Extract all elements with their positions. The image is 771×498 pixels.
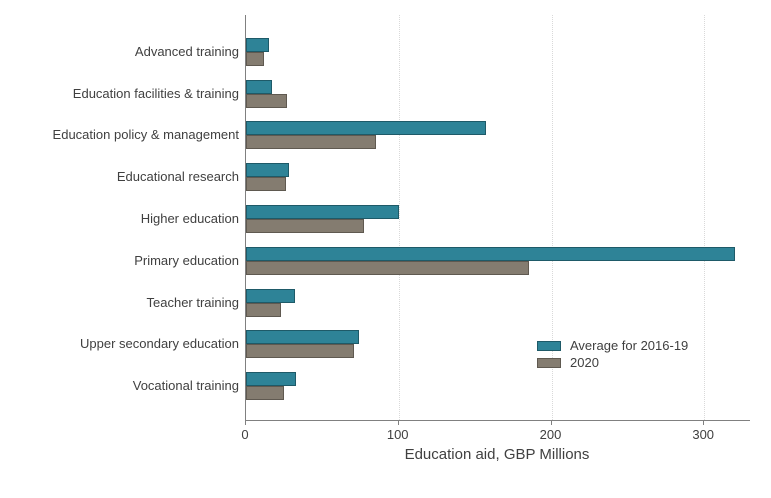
x-tick-label-200: 200 [539, 427, 562, 442]
bar-upper-secondary-education-average-for-2016-19 [246, 330, 359, 345]
gridline-x-200 [551, 15, 553, 420]
x-tick-label-300: 300 [692, 427, 715, 442]
category-label-vocational-training: Vocational training [132, 378, 239, 394]
plot-area: Average for 2016-19 2020 [245, 15, 750, 421]
x-axis-title: Education aid, GBP Millions [404, 446, 590, 463]
x-tick-label-0: 0 [241, 427, 249, 442]
bar-education-policy-management-average-for-2016-19 [246, 121, 486, 136]
category-label-teacher-training: Teacher training [146, 294, 240, 310]
bar-advanced-training-2020 [246, 51, 265, 66]
bar-vocational-training-2020 [246, 386, 285, 401]
gridline-x-300 [704, 15, 706, 420]
bar-higher-education-2020 [246, 219, 364, 233]
category-label-higher-education: Higher education [140, 211, 239, 226]
bar-educational-research-2020 [246, 177, 286, 192]
category-label-upper-secondary-education: Upper secondary education [80, 336, 239, 352]
legend-swatch-average-2016-19 [537, 340, 561, 351]
bar-teacher-training-average-for-2016-19 [246, 288, 295, 303]
x-tick-mark-200 [550, 421, 552, 425]
x-tick-mark-300 [703, 421, 705, 425]
x-tick-label-100: 100 [386, 427, 409, 442]
legend-entry-2020: 2020 [537, 354, 688, 371]
bar-education-facilities-training-average-for-2016-19 [246, 79, 272, 94]
legend-swatch-2020 [537, 357, 561, 368]
category-label-education-policy-management: Education policy & management [52, 127, 239, 143]
bar-educational-research-average-for-2016-19 [246, 163, 289, 178]
gridline-x-100 [398, 15, 400, 420]
legend: Average for 2016-19 2020 [537, 337, 688, 371]
x-tick-mark-0 [245, 421, 246, 425]
bar-education-policy-management-2020 [246, 135, 376, 150]
category-label-advanced-training: Advanced training [134, 43, 239, 59]
bar-teacher-training-2020 [246, 302, 282, 317]
bar-primary-education-2020 [246, 260, 529, 275]
category-label-education-facilities-training: Education facilities & training [72, 85, 239, 101]
legend-entry-average-2016-19: Average for 2016-19 [537, 337, 688, 354]
category-label-primary-education: Primary education [134, 252, 239, 268]
bar-advanced-training-average-for-2016-19 [246, 37, 269, 52]
bar-education-facilities-training-2020 [246, 93, 288, 108]
x-axis: 0 100 200 300 [241, 421, 749, 463]
bar-higher-education-average-for-2016-19 [246, 205, 399, 219]
legend-label-2020: 2020 [570, 355, 599, 370]
x-tick-mark-100 [397, 421, 399, 425]
category-axis-labels: Advanced training Education facilities & … [0, 15, 239, 420]
legend-label-average-2016-19: Average for 2016-19 [570, 338, 689, 353]
bar-upper-secondary-education-2020 [246, 344, 355, 359]
category-label-educational-research: Educational research [116, 169, 239, 185]
bar-primary-education-average-for-2016-19 [246, 246, 735, 261]
bar-vocational-training-average-for-2016-19 [246, 372, 297, 387]
